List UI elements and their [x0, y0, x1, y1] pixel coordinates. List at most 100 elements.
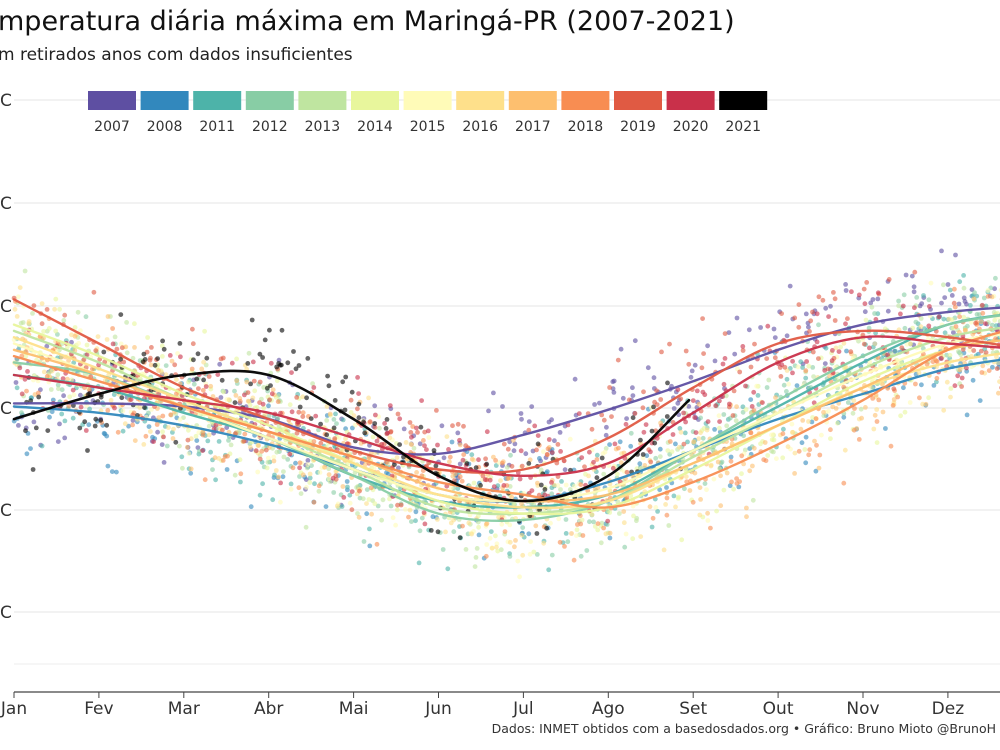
data-point — [146, 410, 151, 416]
data-point — [939, 300, 944, 306]
data-point — [457, 442, 463, 448]
data-point — [245, 398, 251, 404]
data-point — [712, 427, 717, 432]
data-point — [740, 404, 746, 410]
data-point — [538, 482, 544, 488]
data-point — [224, 467, 230, 472]
data-point — [638, 534, 644, 539]
series-line — [12, 335, 1000, 478]
data-point — [696, 401, 702, 407]
data-point — [689, 368, 695, 374]
data-point — [326, 466, 332, 472]
data-point — [778, 374, 784, 379]
data-point — [578, 553, 584, 559]
data-point — [926, 323, 932, 329]
data-point — [704, 427, 710, 433]
data-point — [83, 314, 89, 320]
data-point — [115, 429, 121, 435]
data-point — [179, 454, 185, 460]
data-point — [859, 415, 864, 421]
data-point — [257, 351, 263, 357]
data-point — [867, 345, 872, 351]
data-point — [190, 341, 196, 347]
data-point — [313, 413, 319, 419]
data-point — [188, 466, 194, 472]
legend-swatch — [193, 91, 242, 110]
data-point — [50, 397, 56, 403]
data-point — [659, 349, 664, 355]
data-point — [366, 395, 371, 401]
data-point — [806, 452, 812, 458]
data-point — [557, 539, 563, 545]
data-point — [220, 458, 226, 463]
data-point — [164, 443, 170, 449]
data-point — [19, 410, 24, 416]
data-point — [989, 322, 995, 328]
data-point — [439, 423, 445, 429]
data-point — [44, 307, 50, 312]
data-point — [941, 282, 946, 288]
data-point — [527, 457, 533, 463]
data-point — [742, 447, 748, 453]
data-point — [303, 524, 309, 530]
data-point — [979, 302, 985, 308]
data-point — [934, 379, 939, 385]
data-point — [332, 398, 338, 403]
data-point — [513, 538, 518, 543]
data-point — [872, 341, 878, 347]
data-point — [749, 404, 755, 409]
data-point — [957, 367, 963, 373]
data-point — [62, 312, 68, 318]
data-point — [519, 532, 525, 538]
data-point — [765, 323, 771, 329]
data-point — [594, 452, 600, 458]
data-point — [297, 404, 303, 410]
data-point — [886, 277, 892, 282]
legend-swatch — [351, 91, 399, 110]
data-point — [118, 312, 124, 317]
x-tick-label: Dez — [932, 699, 965, 719]
data-point — [373, 412, 378, 418]
legend-label: 2021 — [725, 119, 761, 135]
data-point — [247, 402, 253, 408]
data-point — [25, 369, 30, 374]
data-point — [349, 389, 355, 395]
data-point — [622, 544, 628, 550]
data-point — [41, 369, 47, 375]
data-point — [17, 365, 23, 371]
data-point — [541, 540, 547, 546]
data-point — [44, 374, 50, 379]
data-point — [679, 537, 685, 543]
data-point — [995, 360, 1000, 366]
data-point — [222, 454, 228, 460]
data-point — [505, 476, 511, 481]
data-point — [435, 517, 440, 522]
data-point — [261, 385, 267, 390]
data-point — [304, 485, 309, 490]
data-point — [274, 364, 280, 370]
data-point — [145, 335, 151, 340]
data-point — [866, 325, 872, 331]
data-point — [964, 365, 969, 371]
data-point — [856, 437, 862, 442]
data-point — [961, 314, 967, 320]
data-point — [364, 487, 370, 492]
data-point — [584, 548, 590, 553]
data-point — [356, 391, 361, 396]
data-point — [86, 422, 92, 428]
data-point — [343, 374, 349, 380]
data-point — [792, 315, 798, 321]
data-point — [787, 283, 793, 289]
data-point — [996, 390, 1000, 396]
data-point — [82, 419, 88, 425]
data-point — [896, 298, 901, 304]
data-point — [262, 337, 268, 343]
data-point — [720, 361, 726, 367]
data-point — [587, 519, 592, 525]
data-point — [841, 340, 847, 346]
data-point — [823, 345, 829, 351]
data-point — [174, 377, 179, 382]
data-point — [739, 453, 745, 459]
data-point — [388, 503, 394, 509]
y-tick-label: C — [0, 603, 12, 623]
